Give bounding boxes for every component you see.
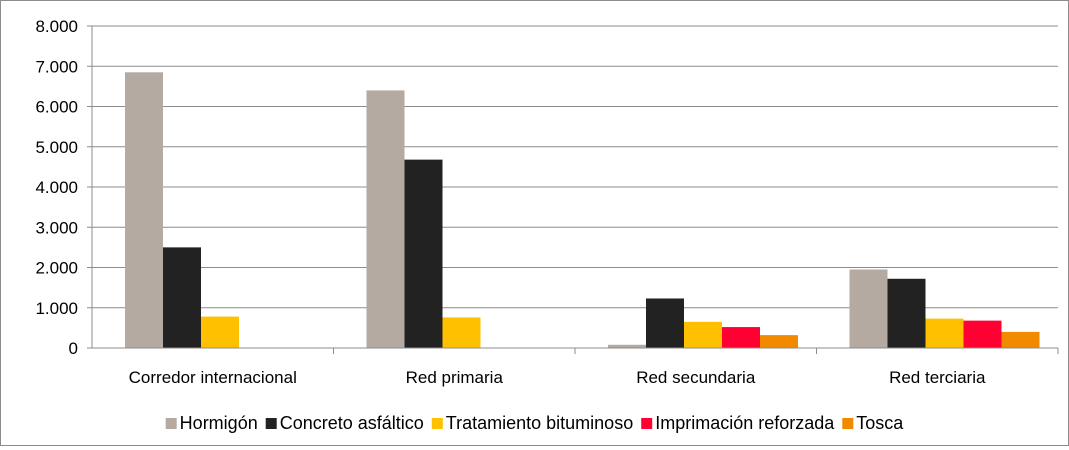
- legend-swatch: [265, 418, 277, 429]
- y-tick-label: 8.000: [35, 17, 78, 36]
- bar: [963, 320, 1002, 348]
- legend-label: Hormigón: [180, 413, 258, 433]
- legend: Hormigón Concreto asfáltico Tratamiento bi…: [165, 413, 904, 433]
- bar: [366, 90, 405, 349]
- bars: [125, 72, 1040, 349]
- bar: [442, 317, 481, 348]
- legend-swatch: [165, 418, 177, 429]
- legend-swatch: [431, 418, 443, 429]
- legend-item: Concreto asfáltico: [265, 413, 424, 433]
- axes: [87, 25, 1059, 354]
- bar: [646, 298, 684, 348]
- bar: [760, 335, 798, 348]
- bar: [1001, 331, 1040, 348]
- x-tick-label: Red terciaria: [889, 368, 986, 387]
- bar: [163, 247, 201, 348]
- x-tick-label: Red primaria: [406, 368, 504, 387]
- x-axis-ticks: Corredor internacional Red primaria Red se…: [129, 368, 986, 387]
- bar: [722, 327, 760, 348]
- bar: [201, 316, 239, 348]
- legend-item: Imprimación reforzada: [641, 413, 835, 433]
- legend-label: Imprimación reforzada: [655, 413, 835, 433]
- bar: [125, 72, 163, 348]
- legend-swatch: [842, 418, 854, 429]
- bar: [404, 159, 443, 348]
- y-tick-label: 0: [69, 339, 78, 358]
- y-tick-label: 6.000: [35, 98, 78, 117]
- y-tick-label: 5.000: [35, 138, 78, 157]
- y-tick-label: 1.000: [35, 299, 78, 318]
- legend-item: Tratamiento bituminoso: [431, 413, 633, 433]
- legend-item: Hormigón: [165, 413, 258, 433]
- legend-swatch: [641, 418, 653, 429]
- bar: [849, 269, 888, 348]
- legend-label: Tratamiento bituminoso: [446, 413, 633, 433]
- y-tick-label: 7.000: [35, 57, 78, 76]
- bar: [887, 278, 926, 348]
- y-tick-label: 4.000: [35, 178, 78, 197]
- bar: [608, 344, 646, 348]
- y-tick-label: 2.000: [35, 259, 78, 278]
- gridlines: [92, 25, 1058, 309]
- legend-item: Tosca: [842, 413, 904, 433]
- bar: [925, 318, 964, 348]
- x-tick-label: Red secundaria: [636, 368, 756, 387]
- legend-label: Tosca: [856, 413, 904, 433]
- legend-label: Concreto asfáltico: [280, 413, 424, 433]
- y-tick-label: 3.000: [35, 218, 78, 237]
- x-tick-label: Corredor internacional: [129, 368, 297, 387]
- y-axis-ticks: 0 1.000 2.000 3.000 4.000 5.000 6.000 7.000 8.00…: [35, 17, 78, 358]
- bar: [684, 321, 722, 348]
